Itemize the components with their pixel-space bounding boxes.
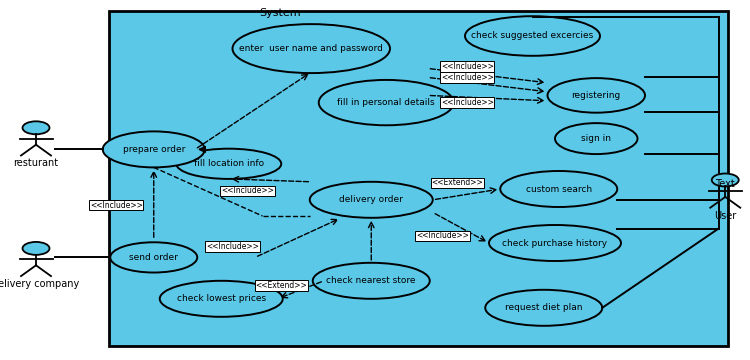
Text: <<Include>>: <<Include>>: [90, 201, 142, 210]
Text: <<Include>>: <<Include>>: [206, 242, 259, 251]
Text: <<Include>>: <<Include>>: [416, 231, 469, 240]
Text: User: User: [714, 211, 736, 221]
Text: prepare order: prepare order: [122, 145, 185, 154]
Ellipse shape: [110, 242, 197, 273]
Text: resturant: resturant: [13, 158, 58, 168]
Text: <<Include>>: <<Include>>: [221, 186, 274, 195]
Circle shape: [712, 174, 739, 186]
Text: <<Extend>>: <<Extend>>: [432, 178, 483, 187]
Ellipse shape: [319, 80, 454, 125]
Circle shape: [22, 242, 50, 255]
Ellipse shape: [489, 225, 621, 261]
Ellipse shape: [313, 263, 430, 299]
Text: custom search: custom search: [526, 184, 592, 194]
Ellipse shape: [548, 78, 645, 113]
FancyBboxPatch shape: [109, 11, 728, 346]
Text: <<Include>>: <<Include>>: [441, 62, 494, 71]
Text: check purchase history: check purchase history: [503, 239, 608, 248]
Ellipse shape: [103, 131, 205, 167]
Text: Text: Text: [716, 179, 735, 189]
Text: System: System: [259, 8, 300, 18]
Text: delivery order: delivery order: [339, 195, 404, 204]
Text: request diet plan: request diet plan: [505, 303, 583, 312]
Ellipse shape: [176, 149, 281, 179]
Text: send order: send order: [129, 253, 178, 262]
Ellipse shape: [232, 24, 390, 73]
Text: check nearest store: check nearest store: [326, 276, 416, 285]
Ellipse shape: [555, 123, 638, 154]
Ellipse shape: [310, 182, 433, 218]
Ellipse shape: [465, 16, 600, 56]
Text: fill location info: fill location info: [194, 159, 264, 168]
Ellipse shape: [485, 290, 602, 326]
Ellipse shape: [500, 171, 617, 207]
Text: <<Include>>: <<Include>>: [441, 98, 494, 107]
Circle shape: [22, 121, 50, 134]
Text: fill in personal details: fill in personal details: [338, 98, 435, 107]
Text: <<Extend>>: <<Extend>>: [255, 281, 308, 290]
Text: check suggested excercies: check suggested excercies: [471, 31, 594, 40]
Text: delivery company: delivery company: [0, 279, 80, 289]
Text: enter  user name and password: enter user name and password: [239, 44, 383, 53]
Text: <<Include>>: <<Include>>: [441, 73, 494, 82]
Ellipse shape: [160, 281, 283, 317]
Text: registering: registering: [572, 91, 621, 100]
Text: sign in: sign in: [581, 134, 611, 143]
Text: check lowest prices: check lowest prices: [177, 294, 266, 303]
